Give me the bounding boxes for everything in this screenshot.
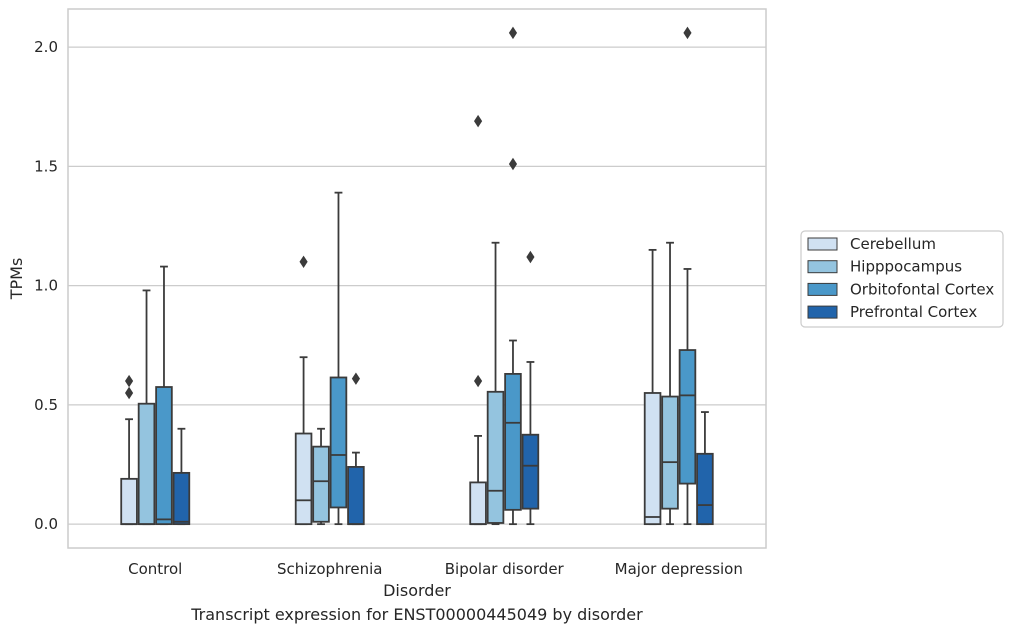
y-axis-title: TPMs: [7, 258, 26, 301]
iqr-box: [155, 386, 173, 526]
legend-frame: [800, 230, 1004, 328]
x-axis-title: Disorder: [383, 581, 451, 600]
iqr-box: [329, 376, 348, 509]
y-tick-label: 0.5: [34, 396, 58, 414]
legend-label: Cerebellum: [850, 235, 936, 253]
iqr-box: [312, 445, 330, 523]
box-cerebellum: [294, 255, 313, 526]
legend-label: Orbitofontal Cortex: [850, 280, 994, 298]
outlier-point: [473, 374, 483, 388]
box-cerebellum: [469, 114, 487, 526]
legend-swatch: [807, 237, 838, 251]
outlier-point: [508, 26, 518, 40]
x-axis-ticks: Control Schizophrenia Bipolar disorder Majo…: [128, 560, 743, 578]
y-tick-label: 1.0: [34, 277, 58, 295]
iqr-box: [172, 471, 191, 526]
box-groups: [120, 26, 714, 526]
box-prefrontal-cortex: [172, 427, 191, 526]
y-axis-ticks: 0.0 0.5 1.0 1.5 2.0: [34, 38, 58, 533]
box-hipppocampus: [486, 241, 505, 526]
legend-label: Hipppocampus: [850, 258, 962, 276]
legend-label: Prefrontal Cortex: [850, 303, 977, 321]
legend-swatch: [807, 305, 838, 319]
iqr-box: [678, 349, 697, 485]
box-orbitofontal-cortex: [329, 191, 348, 526]
legend-swatch: [807, 282, 838, 296]
iqr-box: [347, 466, 365, 526]
x-tick-label: Control: [128, 560, 182, 578]
y-tick-label: 0.0: [34, 515, 58, 533]
iqr-box: [696, 452, 714, 526]
x-tick-label: Bipolar disorder: [445, 560, 565, 578]
outlier-point: [124, 374, 134, 388]
y-tick-label: 1.5: [34, 157, 58, 175]
iqr-box: [643, 392, 662, 526]
legend: Cerebellum Hipppocampus Orbitofontal Corte…: [800, 230, 1004, 328]
outlier-point: [299, 255, 308, 269]
box-prefrontal-cortex: [696, 411, 714, 526]
iqr-box: [294, 432, 313, 526]
outlier-point: [351, 372, 361, 385]
x-tick-label: Schizophrenia: [277, 560, 382, 578]
outlier-point: [124, 386, 134, 400]
figure-caption: Transcript expression for ENST0000044504…: [191, 605, 643, 624]
box-orbitofontal-cortex: [504, 26, 522, 526]
box-hipppocampus: [661, 241, 679, 526]
iqr-box: [661, 395, 679, 510]
iqr-box: [469, 481, 487, 526]
box-orbitofontal-cortex: [678, 26, 697, 526]
iqr-box: [521, 433, 540, 510]
outlier-point: [683, 26, 692, 40]
y-tick-label: 2.0: [34, 38, 58, 56]
box-hipppocampus: [137, 289, 156, 526]
x-tick-label: Major depression: [615, 560, 743, 578]
iqr-box: [120, 477, 138, 526]
plot-area-frame: [67, 8, 767, 549]
box-orbitofontal-cortex: [155, 265, 173, 526]
legend-swatch: [807, 260, 838, 274]
box-prefrontal-cortex: [347, 372, 365, 526]
box-prefrontal-cortex: [521, 250, 540, 526]
outlier-point: [526, 250, 535, 264]
iqr-box: [504, 372, 522, 511]
outlier-point: [473, 114, 483, 128]
iqr-box: [137, 402, 156, 526]
outlier-point: [508, 157, 518, 171]
box-cerebellum: [643, 248, 662, 526]
box-cerebellum: [120, 374, 138, 526]
iqr-box: [486, 390, 505, 524]
box-hipppocampus: [312, 427, 330, 526]
